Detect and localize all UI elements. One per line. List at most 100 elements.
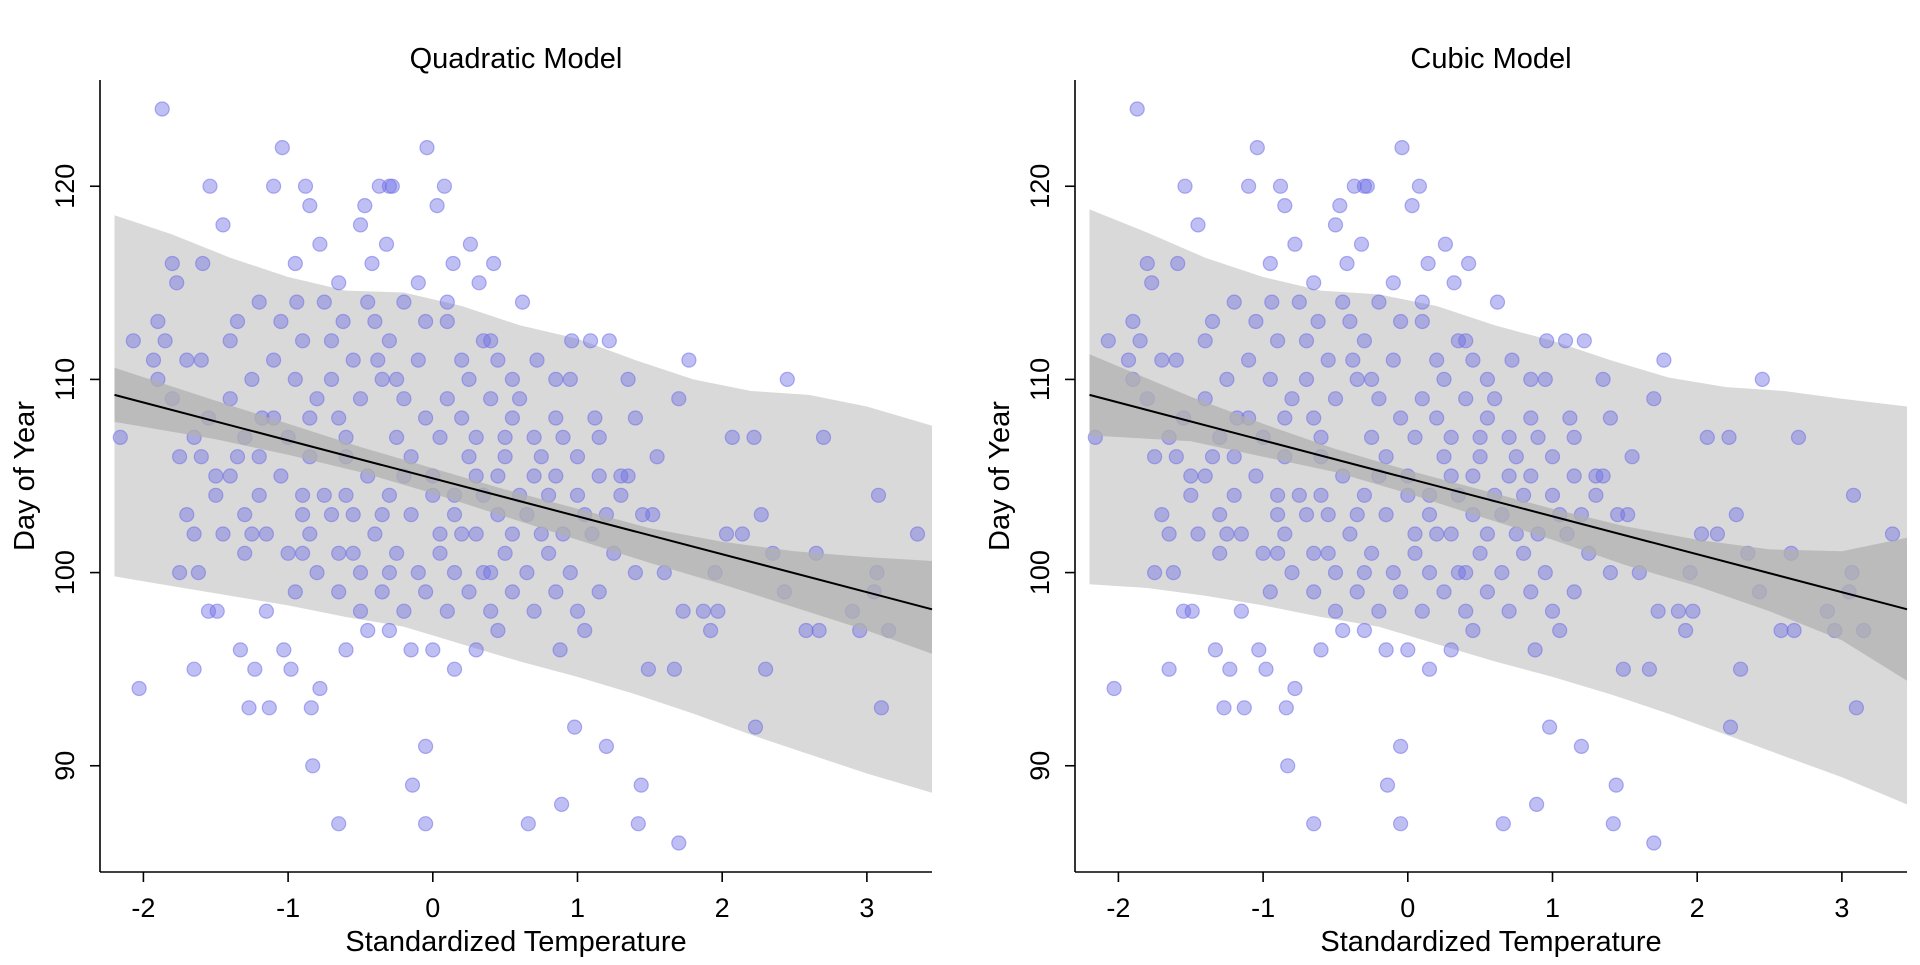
data-point (331, 410, 347, 426)
data-point (1544, 603, 1561, 619)
data-point (439, 391, 455, 407)
data-point (1249, 140, 1265, 156)
y-axis-label: Day of Year (984, 401, 1016, 551)
data-point (295, 545, 311, 561)
data-point (1258, 661, 1274, 677)
x-tick-label: 1 (570, 893, 585, 923)
data-point (552, 642, 568, 658)
data-point (266, 178, 282, 194)
data-point (232, 642, 248, 658)
data-point (1154, 506, 1170, 523)
data-point (533, 449, 549, 465)
data-point (1284, 564, 1300, 581)
data-point (1693, 526, 1710, 542)
data-point (316, 487, 332, 503)
data-point (241, 700, 257, 716)
data-point (627, 564, 644, 581)
data-point (1494, 564, 1510, 581)
data-point (312, 236, 328, 252)
data-point (396, 391, 412, 407)
data-point (295, 333, 311, 349)
data-point (1754, 371, 1770, 387)
data-point (1349, 371, 1365, 387)
data-point (577, 622, 593, 639)
data-point (222, 333, 238, 349)
data-point (1175, 603, 1192, 619)
data-point (381, 564, 397, 581)
data-point (1342, 313, 1358, 330)
data-point (274, 140, 290, 156)
data-point (410, 564, 426, 581)
data-point (1207, 642, 1224, 658)
data-point (1414, 294, 1430, 310)
data-point (1320, 506, 1336, 523)
data-point (591, 468, 607, 484)
data-point (237, 506, 253, 523)
data-point (1287, 236, 1303, 252)
data-point (371, 178, 387, 194)
data-point (1566, 584, 1582, 600)
data-point (352, 217, 369, 233)
data-point (1501, 429, 1517, 445)
data-point (1602, 410, 1619, 426)
data-point (389, 371, 405, 387)
data-point (798, 622, 814, 639)
data-point (312, 680, 328, 697)
data-point (305, 758, 321, 774)
data-point (671, 835, 687, 851)
data-point (587, 410, 603, 426)
data-point (1106, 680, 1122, 697)
data-point (1392, 816, 1409, 832)
data-point (1183, 487, 1199, 503)
data-point (504, 526, 521, 542)
data-point (1420, 255, 1436, 272)
axes-layer: -2 -1 0 1 2 3 90 100 110 120 (1025, 80, 1907, 923)
data-point (1504, 352, 1520, 368)
x-tick-label: 3 (1834, 893, 1849, 923)
data-point (244, 526, 260, 542)
data-point (352, 564, 369, 581)
data-point (1465, 622, 1481, 639)
x-tick-label: 0 (1400, 893, 1415, 923)
data-point (345, 506, 361, 523)
data-point (1646, 391, 1662, 407)
data-point (338, 487, 354, 503)
data-point (695, 603, 712, 619)
panel-quadratic-model: -2 -1 0 1 2 3 90 100 110 120 Quadratic Model Stan… (9, 43, 933, 958)
data-point (1595, 468, 1611, 484)
data-point (454, 352, 470, 368)
data-point (338, 642, 354, 658)
data-point (1327, 603, 1344, 619)
data-point (1291, 294, 1307, 310)
y-tick-label: 90 (50, 751, 80, 781)
y-axis-label: Day of Year (9, 401, 41, 551)
data-point (1443, 429, 1459, 445)
data-point (468, 526, 484, 542)
data-point (1233, 603, 1250, 619)
data-point (186, 661, 202, 677)
data-point (1421, 661, 1438, 677)
data-point (1342, 526, 1358, 542)
data-point (195, 255, 211, 272)
data-point (566, 719, 583, 735)
data-point (323, 333, 340, 349)
data-point (1356, 564, 1373, 581)
data-point (1226, 487, 1242, 503)
data-point (710, 603, 726, 619)
data-point (1458, 564, 1474, 581)
data-point (1248, 468, 1264, 484)
data-point (1335, 622, 1351, 639)
mean-interval-band (1089, 354, 1907, 681)
data-point (215, 217, 231, 233)
data-point (1608, 777, 1624, 793)
data-point (1269, 545, 1286, 561)
data-point (486, 255, 502, 272)
y-tick-label: 100 (1025, 550, 1055, 595)
data-point (1573, 738, 1590, 755)
data-point (1392, 410, 1409, 426)
data-point (1537, 371, 1553, 387)
data-point (471, 275, 487, 291)
data-point (157, 333, 173, 349)
data-point (462, 236, 478, 252)
data-point (1557, 333, 1574, 349)
